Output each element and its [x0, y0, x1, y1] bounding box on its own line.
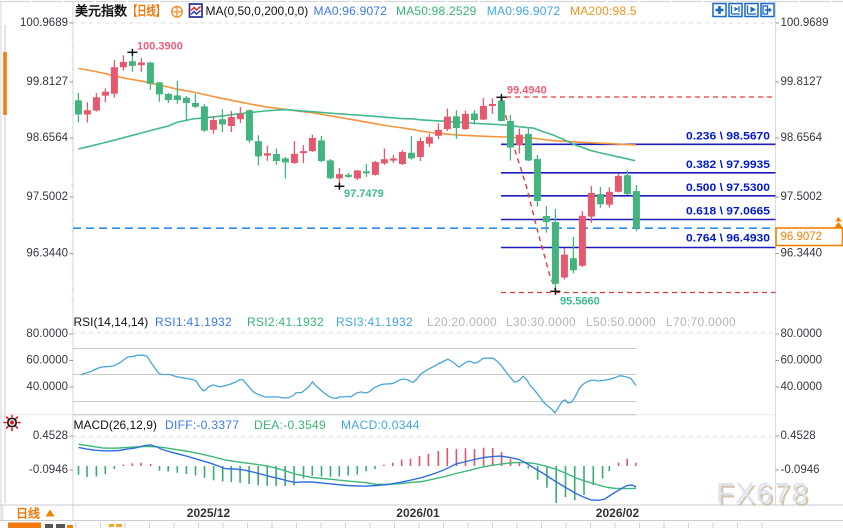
svg-text:-0.0946: -0.0946 [29, 464, 68, 476]
svg-text:100.9689: 100.9689 [781, 17, 829, 29]
svg-text:【日线】: 【日线】 [128, 4, 165, 19]
svg-text:0.618 \ 97.0665: 0.618 \ 97.0665 [686, 206, 770, 218]
svg-text:2026/01: 2026/01 [396, 506, 440, 520]
svg-text:95.5660: 95.5660 [560, 295, 600, 307]
svg-text:97.5002: 97.5002 [26, 191, 68, 203]
svg-text:60.0000: 60.0000 [781, 355, 823, 367]
svg-text:MA(0,50,0,200,0,0): MA(0,50,0,200,0,0) [206, 4, 309, 18]
svg-text:美元指数: 美元指数 [75, 4, 128, 19]
svg-text:98.6564: 98.6564 [781, 132, 823, 144]
svg-text:MACD(26,12,9): MACD(26,12,9) [74, 418, 157, 432]
svg-text:99.4940: 99.4940 [507, 84, 547, 96]
svg-text:L20:20.0000: L20:20.0000 [427, 315, 497, 329]
svg-text:-0.0946: -0.0946 [781, 464, 820, 476]
svg-text:2026/02: 2026/02 [596, 506, 640, 520]
svg-text:0.236 \ 98.5670: 0.236 \ 98.5670 [686, 130, 770, 142]
svg-text:0.4528: 0.4528 [33, 430, 68, 442]
svg-text:96.9072: 96.9072 [781, 231, 823, 243]
svg-text:100.3900: 100.3900 [137, 40, 183, 52]
svg-text:60.0000: 60.0000 [26, 355, 68, 367]
svg-text:2025/12: 2025/12 [187, 506, 231, 520]
svg-text:96.3440: 96.3440 [26, 248, 68, 260]
svg-text:FX678: FX678 [716, 478, 809, 510]
svg-text:L70:70.0000: L70:70.0000 [666, 315, 736, 329]
svg-text:40.0000: 40.0000 [26, 381, 68, 393]
svg-text:FX678: FX678 [718, 480, 811, 512]
svg-text:L50:50.0000: L50:50.0000 [586, 315, 656, 329]
svg-text:80.0000: 80.0000 [781, 328, 823, 340]
svg-text:0.764 \ 96.4930: 0.764 \ 96.4930 [686, 233, 770, 245]
svg-text:日线: 日线 [16, 506, 40, 521]
svg-text:MA0:96.9072: MA0:96.9072 [487, 4, 561, 18]
svg-text:97.5002: 97.5002 [781, 191, 823, 203]
svg-text:0.4528: 0.4528 [781, 430, 816, 442]
svg-text:DIFF:-0.3377: DIFF:-0.3377 [165, 418, 239, 432]
svg-text:MACD:0.0344: MACD:0.0344 [341, 418, 420, 432]
svg-text:98.6564: 98.6564 [26, 132, 68, 144]
svg-text:99.8127: 99.8127 [26, 76, 68, 88]
svg-text:MA0:96.9072: MA0:96.9072 [314, 4, 388, 18]
svg-text:0.500 \ 97.5300: 0.500 \ 97.5300 [686, 182, 770, 194]
svg-text:96.3440: 96.3440 [781, 248, 823, 260]
svg-text:RSI1:41.1932: RSI1:41.1932 [155, 315, 232, 329]
svg-text:0.382 \ 97.9935: 0.382 \ 97.9935 [686, 159, 770, 171]
svg-text:MA200:98.5: MA200:98.5 [570, 4, 637, 18]
svg-text:80.0000: 80.0000 [26, 328, 68, 340]
svg-text:99.8127: 99.8127 [781, 76, 823, 88]
svg-text:L30:30.0000: L30:30.0000 [506, 315, 576, 329]
svg-text:RSI2:41.1932: RSI2:41.1932 [247, 315, 324, 329]
svg-text:RSI3:41.1932: RSI3:41.1932 [336, 315, 413, 329]
svg-text:RSI(14,14,14): RSI(14,14,14) [74, 315, 149, 329]
svg-text:DEA:-0.3549: DEA:-0.3549 [254, 418, 326, 432]
svg-text:MA50:98.2529: MA50:98.2529 [396, 4, 477, 18]
svg-text:100.9689: 100.9689 [20, 17, 68, 29]
svg-text:40.0000: 40.0000 [781, 381, 823, 393]
svg-text:97.7479: 97.7479 [344, 188, 384, 200]
